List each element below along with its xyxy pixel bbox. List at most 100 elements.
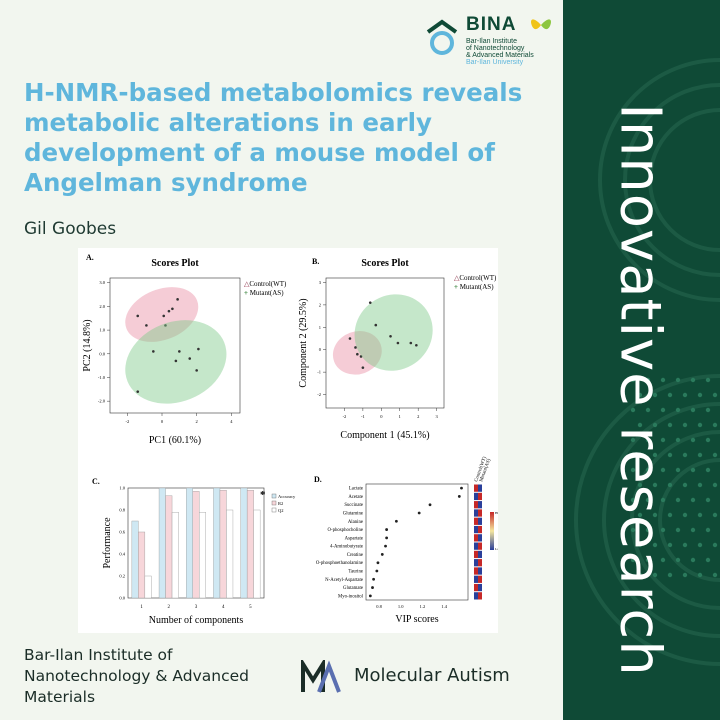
scatter-point <box>409 341 413 345</box>
y-tick-label: -2.0 <box>98 399 106 404</box>
y-tick-label: 0.8 <box>119 508 125 513</box>
plot-frame <box>325 277 445 409</box>
heat-cell-mutant <box>478 484 482 492</box>
decorative-dot <box>682 452 688 458</box>
decorative-dot <box>690 377 696 383</box>
scatter-point <box>174 359 178 363</box>
decorative-dot <box>645 527 651 533</box>
confidence-ellipse <box>125 287 199 342</box>
decorative-dot <box>637 422 643 428</box>
metabolite-label: O-phosphoethanolamine <box>316 561 363 566</box>
metabolite-label: Aspartate <box>345 536 363 541</box>
decorative-dot <box>630 527 636 533</box>
y-tick-label: 0.6 <box>119 530 125 535</box>
scatter-point <box>348 337 352 340</box>
decorative-dot <box>630 467 636 473</box>
x-tick-label: 1.0 <box>398 604 404 609</box>
decorative-dot <box>697 542 703 548</box>
x-tick-label: 1 <box>140 605 143 610</box>
scatter-point <box>396 341 400 345</box>
decorative-dot <box>675 497 681 503</box>
decorative-dot <box>645 467 651 473</box>
heat-cell-control <box>474 492 478 501</box>
decorative-dot <box>712 542 718 548</box>
scatter-point <box>145 324 148 327</box>
plot-frame <box>365 483 469 601</box>
vip-point <box>368 594 372 598</box>
decorative-dot <box>667 482 673 488</box>
heat-cell-mutant <box>478 525 482 534</box>
legend-entry: Accuracy <box>278 494 296 499</box>
decorative-dot <box>682 422 688 428</box>
bar-q2 <box>171 512 179 599</box>
metabolite-label: 4-Aminobutyrate <box>330 545 363 550</box>
x-tick-label: 1.4 <box>441 604 447 609</box>
confidence-ellipse <box>354 294 433 371</box>
heat-cell-mutant <box>478 592 482 600</box>
metabolite-label: Lactate <box>349 487 363 492</box>
heat-legend-low: Low <box>495 547 498 551</box>
scatter-point <box>162 314 166 318</box>
decorative-dot <box>712 392 718 398</box>
heat-cell-control <box>474 592 478 600</box>
decorative-dot <box>652 542 658 548</box>
decorative-dot <box>682 482 688 488</box>
decorative-dot <box>682 542 688 548</box>
legend-swatch <box>271 500 277 506</box>
vip-point <box>428 503 432 507</box>
article-title: H-NMR-based metabolomics reveals metabol… <box>24 78 523 197</box>
decorative-dot <box>630 377 636 383</box>
scatter-point <box>171 307 174 311</box>
vip-point <box>385 528 389 531</box>
x-axis-label: VIP scores <box>395 614 438 625</box>
scatter-point <box>356 352 359 356</box>
scatter-point <box>389 334 392 338</box>
x-tick-label: 0 <box>161 419 164 424</box>
bar-q2 <box>253 509 261 599</box>
x-tick-label: 4 <box>230 419 233 424</box>
scatter-point <box>195 369 198 372</box>
x-tick-label: 3 <box>436 414 439 419</box>
decorative-dot <box>645 437 651 443</box>
decorative-dot <box>630 407 636 413</box>
logo-line-3: & Advanced Materials <box>466 52 534 59</box>
bar-r2 <box>138 531 146 599</box>
heat-cell-control <box>474 559 478 567</box>
legend-marker-mutant: + <box>454 283 458 291</box>
y-axis-label: Performance <box>102 517 113 569</box>
decorative-dot <box>637 572 643 578</box>
bar-r2 <box>246 489 254 599</box>
x-tick-label: 1 <box>399 414 401 419</box>
heat-cell-control <box>474 501 478 509</box>
side-banner <box>563 0 720 720</box>
legend-entry-control: △Control(WT) <box>454 274 497 282</box>
decorative-dot <box>660 527 666 533</box>
decorative-dot <box>705 437 711 443</box>
decorative-dot <box>675 407 681 413</box>
scatter-point <box>152 350 155 353</box>
decorative-dot <box>690 557 696 563</box>
x-tick-label: -1 <box>361 414 365 419</box>
heat-cell-control <box>474 567 478 575</box>
vip-point <box>380 553 384 556</box>
decorative-dot <box>660 557 666 563</box>
author-name: Gil Goobes <box>24 219 117 239</box>
scatter-point <box>354 346 357 349</box>
scatter-point <box>188 357 192 360</box>
journal-name: Molecular Autism <box>354 665 510 686</box>
decorative-swirl-pattern <box>574 58 720 666</box>
decorative-dot <box>690 497 696 503</box>
decorative-dot <box>675 557 681 563</box>
decorative-dot <box>697 452 703 458</box>
molecular-autism-logo-icon <box>301 660 341 693</box>
decorative-dot <box>667 392 673 398</box>
scatter-point <box>197 347 200 351</box>
heat-cell-mutant <box>478 534 482 542</box>
decorative-dot <box>660 497 666 503</box>
heat-cell-control <box>474 534 478 542</box>
legend-swatch <box>271 507 277 513</box>
bina-logo: BINA Bar-Ilan Institute of Nanotechnolog… <box>424 14 564 68</box>
decorative-dot <box>705 557 711 563</box>
metabolite-label: Creatine <box>347 553 363 558</box>
metabolite-label: Acetate <box>348 495 363 500</box>
